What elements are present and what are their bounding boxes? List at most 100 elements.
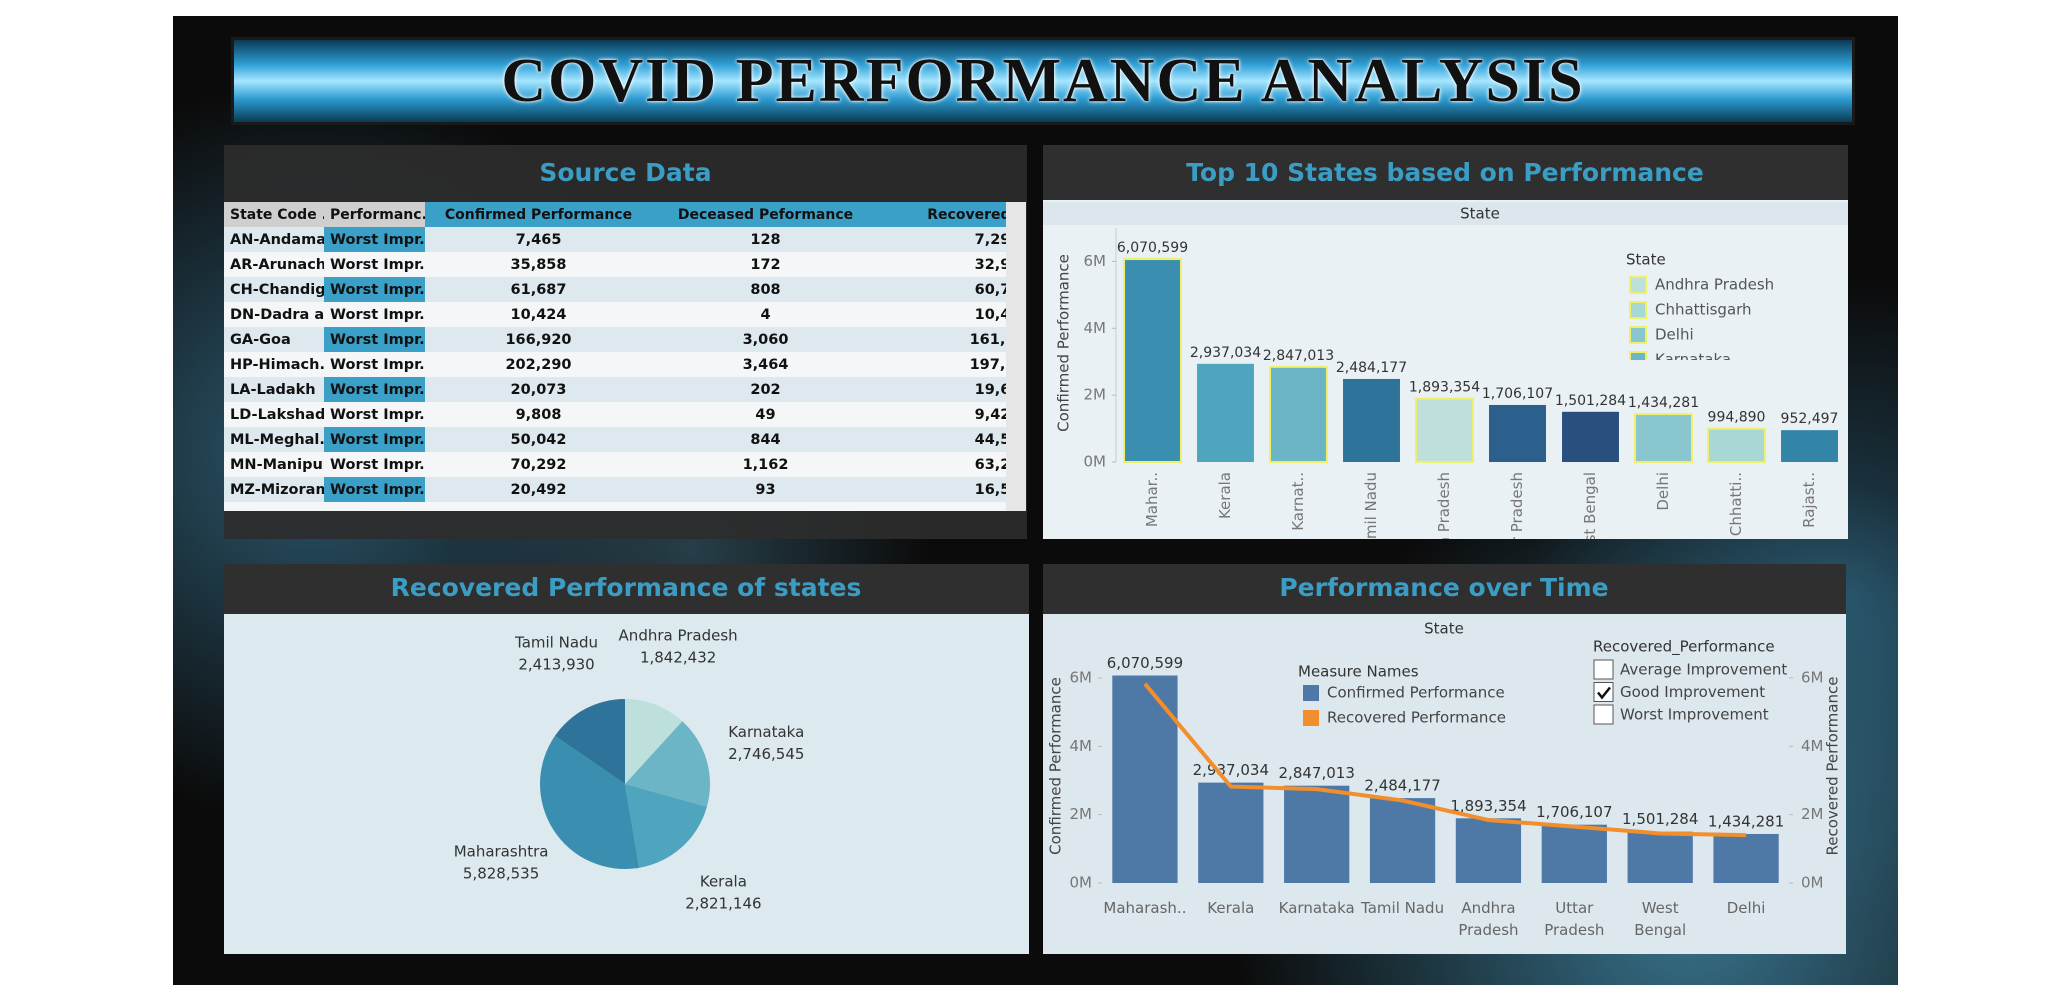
- table-cell: Worst Impr..: [324, 302, 425, 327]
- x-tick-label: West Bengal: [1634, 899, 1687, 939]
- filter-option: Average Improvement: [1620, 661, 1787, 679]
- table-cell: Worst Impr..: [324, 227, 425, 252]
- value-label: 2,484,177: [1364, 777, 1440, 795]
- table-row: LA-Ladakh Worst Impr.. 20,073 202 19,6: [224, 377, 1006, 402]
- y-tick-label: 6M: [1070, 668, 1093, 686]
- table-cell: 166,920: [425, 327, 652, 352]
- x-tick-label: Mahar..: [1143, 472, 1161, 527]
- table-cell: 9,42: [879, 402, 1006, 427]
- slice-name: Kerala: [700, 873, 747, 891]
- bar: [1284, 785, 1350, 883]
- table-viewport: State Code .. Performanc.. Confirmed Perfo…: [224, 202, 1006, 511]
- bar: [1455, 818, 1522, 883]
- bar: [1197, 363, 1254, 462]
- table-cell: 10,4: [879, 302, 1006, 327]
- bar: [1415, 397, 1474, 464]
- filter-option: Good Improvement: [1620, 683, 1765, 701]
- x-tick-label: Kerala: [1216, 472, 1234, 519]
- table-cell: Worst Impr..: [324, 452, 425, 477]
- bar: [1713, 833, 1779, 883]
- table-cell: Worst Impr..: [324, 402, 425, 427]
- bar: [1627, 831, 1693, 883]
- filter-option: Worst Improvement: [1620, 706, 1769, 724]
- legend-entry: Chhattisgarh: [1655, 301, 1752, 319]
- table-cell: MN-Manipur: [224, 452, 324, 477]
- table-row: MN-Manipur Worst Impr.. 70,292 1,162 63,2: [224, 452, 1006, 477]
- x-tick-label: Karnat..: [1289, 472, 1307, 531]
- check-mark: [1597, 686, 1611, 700]
- pie-slice: [625, 699, 683, 784]
- x-tick-label: Kerala: [1207, 899, 1255, 917]
- pie-slice: [540, 735, 640, 869]
- chart-title: Performance over Time: [1279, 573, 1608, 602]
- table-cell: Worst Impr..: [324, 277, 425, 302]
- y-tick-label: 2M: [1070, 805, 1093, 823]
- x-tick-label: Karnataka: [1278, 899, 1355, 917]
- table-cell: ML-Meghal..: [224, 427, 324, 452]
- table-cell: 19,6: [879, 377, 1006, 402]
- filter-checkbox[interactable]: [1593, 682, 1614, 702]
- value-label: 1,893,354: [1450, 797, 1526, 815]
- table-cell: MZ-Mizoram: [224, 477, 324, 502]
- slice-value: 2,821,146: [685, 895, 761, 913]
- filter-checkbox[interactable]: [1593, 704, 1614, 725]
- legend: State Andhra Pradesh Chhattisgarh Delhi Karn…: [1626, 251, 1774, 360]
- filter-title: Recovered_Performance: [1593, 638, 1775, 657]
- table-cell: LA-Ladakh: [224, 377, 324, 402]
- legend-swatch: [1629, 326, 1647, 344]
- scrollbar[interactable]: [1006, 202, 1026, 511]
- table-cell: 63,2: [879, 452, 1006, 477]
- value-label: 1,501,284: [1555, 393, 1626, 409]
- x-label-box: Kerala: [1207, 899, 1255, 917]
- table-cell: 808: [652, 277, 879, 302]
- y2-tick-label: 2M: [1801, 805, 1824, 823]
- filter-checkbox[interactable]: [1593, 659, 1614, 680]
- column-header: State: [1460, 205, 1500, 223]
- table-cell: Worst Impr..: [324, 377, 425, 402]
- panel-title: Source Data: [539, 158, 712, 187]
- x-label-box: Karnataka: [1278, 899, 1355, 917]
- header-row: State Code .. Performanc.. Confirmed Perfo…: [224, 202, 1006, 227]
- table-cell: GA-Goa: [224, 327, 324, 352]
- x-tick-label: Chhatti..: [1727, 472, 1745, 536]
- x-label-box: Delhi: [1727, 899, 1766, 917]
- x-tick-label: West Bengal: [1581, 472, 1599, 539]
- x-tick-label: Uttar Pradesh: [1544, 899, 1605, 939]
- dashboard-title: COVID PERFORMANCE ANALYSIS: [231, 37, 1855, 125]
- bar: [1562, 411, 1619, 462]
- table-cell: 202,290: [425, 352, 652, 377]
- value-label: 2,937,034: [1190, 345, 1261, 361]
- combo-chart: Performance over Time State Confirmed Pe…: [1043, 564, 1846, 954]
- table-cell: 35,858: [425, 252, 652, 277]
- slice-name: Tamil Nadu: [514, 633, 598, 651]
- slice-name: Maharashtra: [454, 843, 549, 861]
- value-label: 6,070,599: [1117, 240, 1188, 256]
- bar: [1369, 798, 1436, 883]
- y2-axis-label: Recovered Performance: [1824, 677, 1842, 856]
- x-tick-label: Andhra Pradesh: [1435, 472, 1453, 539]
- table-cell: AN-Andama..: [224, 227, 324, 252]
- legend-entry: Delhi: [1655, 326, 1694, 344]
- table-body: AN-Andama..Worst Impr..7,4651287,29AR-Ar…: [224, 227, 1006, 502]
- table-cell: 93: [652, 477, 879, 502]
- bar: [1269, 365, 1328, 463]
- table-cell: 7,465: [425, 227, 652, 252]
- table-cell: 202: [652, 377, 879, 402]
- value-label: 1,893,354: [1409, 380, 1480, 396]
- pie-slice: [625, 721, 710, 807]
- value-label: 2,937,034: [1193, 761, 1269, 779]
- legend-swatch: [1303, 685, 1319, 701]
- y-tick-label: 0M: [1084, 453, 1107, 471]
- pie-slice: [625, 784, 707, 868]
- y-tick-label: 4M: [1084, 319, 1107, 337]
- table-cell: 7,29: [879, 227, 1006, 252]
- legend-swatch: [1629, 276, 1647, 294]
- table-cell: 9,808: [425, 402, 652, 427]
- table-cell: 16,5: [879, 477, 1006, 502]
- value-label: 2,484,177: [1336, 360, 1407, 376]
- x-tick-label: Tamil Nadu: [1361, 899, 1445, 917]
